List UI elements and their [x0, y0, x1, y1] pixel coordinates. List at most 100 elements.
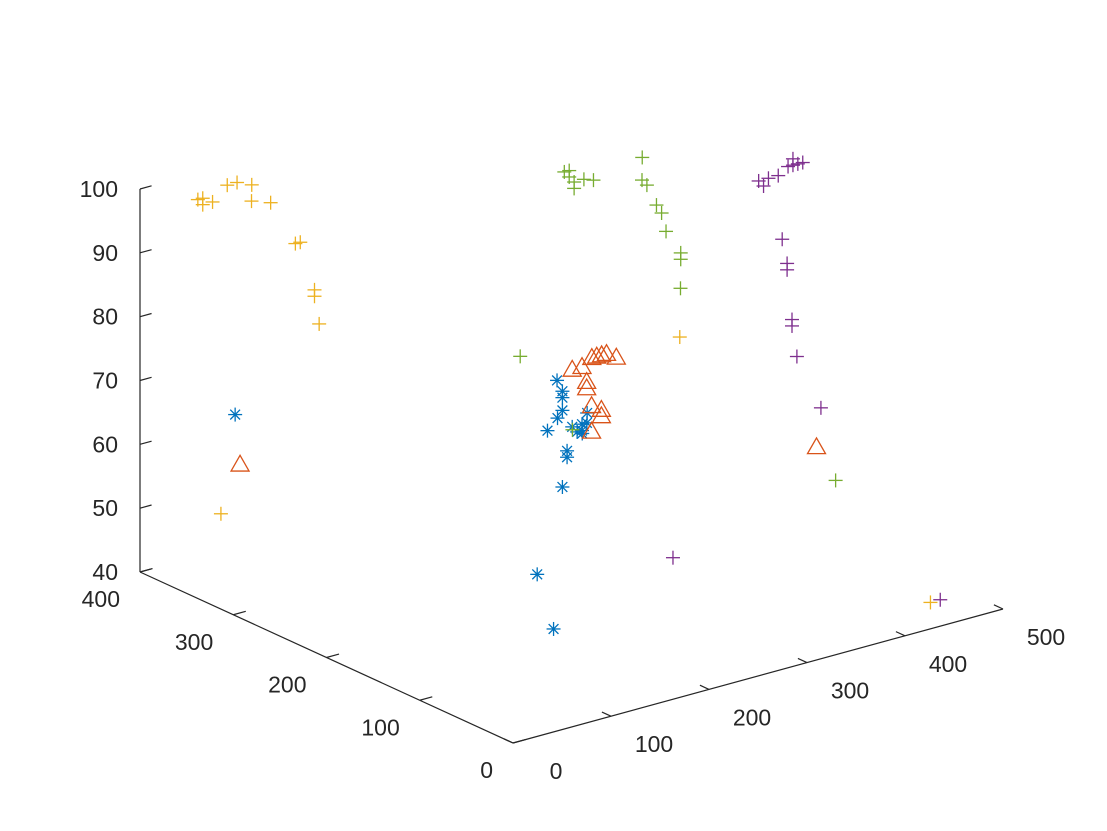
- y-tick-label: 300: [175, 629, 213, 655]
- y-tick-label: 0: [480, 757, 493, 783]
- data-point-triangle: [581, 395, 602, 414]
- data-point-plus: [933, 592, 948, 607]
- data-point-asterisk: [555, 390, 570, 405]
- data-point-asterisk: [530, 567, 545, 582]
- y-tick-label: 100: [361, 714, 399, 740]
- data-point-triangle: [576, 377, 597, 396]
- data-point-asterisk: [550, 373, 565, 388]
- z-tick-mark: [139, 504, 152, 509]
- data-point-triangle: [571, 356, 593, 375]
- data-point-asterisk: [546, 621, 561, 636]
- data-point-triangle: [576, 371, 597, 390]
- y-tick-mark: [326, 653, 340, 659]
- z-tick-label: 70: [92, 368, 118, 394]
- data-point-plus: [813, 400, 828, 415]
- z-tick-label: 80: [92, 304, 118, 330]
- x-tick-label: 500: [1027, 624, 1065, 650]
- data-point-plus: [312, 316, 327, 331]
- x-tick-label: 400: [929, 651, 967, 677]
- z-tick-mark: [139, 249, 152, 254]
- data-point-triangle: [229, 453, 251, 472]
- data-point-plus: [213, 506, 228, 521]
- data-point-plus: [789, 349, 804, 364]
- data-point-plus: [567, 181, 582, 196]
- x-tick-label: 200: [733, 704, 771, 730]
- data-point-asterisk: [555, 479, 570, 494]
- z-tick-label: 50: [92, 495, 118, 521]
- data-point-plus: [659, 224, 674, 239]
- z-tick-mark: [139, 185, 152, 190]
- data-point-plus: [576, 172, 591, 187]
- data-point-plus: [665, 550, 680, 565]
- x-tick-mark: [895, 631, 906, 637]
- z-tick-label: 40: [92, 559, 118, 585]
- data-point-plus: [565, 422, 580, 437]
- x-tick-mark: [993, 604, 1004, 610]
- data-point-asterisk: [540, 423, 555, 438]
- data-point-triangle: [581, 421, 602, 439]
- data-point-plus: [263, 195, 278, 210]
- data-point-asterisk: [550, 411, 565, 426]
- data-point-plus: [673, 252, 688, 267]
- x-tick-label: 300: [831, 678, 869, 704]
- data-point-triangle: [606, 347, 627, 365]
- data-point-plus: [761, 171, 776, 186]
- data-point-plus: [780, 256, 795, 271]
- data-point-plus: [244, 177, 259, 192]
- data-point-plus: [785, 312, 799, 327]
- data-point-plus: [756, 179, 771, 194]
- data-point-plus: [673, 281, 688, 296]
- y-tick-label: 400: [82, 586, 120, 612]
- z-tick-mark: [139, 440, 152, 445]
- data-point-plus: [672, 330, 687, 345]
- data-point-plus: [307, 282, 322, 297]
- data-point-plus: [771, 168, 786, 183]
- data-point-triangle: [591, 399, 612, 417]
- data-point-plus: [775, 232, 790, 247]
- data-point-plus: [828, 473, 843, 488]
- data-point-asterisk: [555, 403, 570, 418]
- z-tick-label: 100: [80, 176, 118, 202]
- data-point-plus: [639, 178, 654, 193]
- z-tick-mark: [139, 312, 152, 318]
- data-point-plus: [795, 155, 810, 170]
- data-point-triangle: [591, 405, 612, 424]
- z-tick-label: 90: [92, 240, 118, 266]
- x-tick-mark: [797, 657, 808, 664]
- data-point-plus: [205, 194, 220, 209]
- x-axis-line: [512, 608, 1004, 744]
- data-point-triangle: [591, 344, 612, 363]
- data-point-plus: [513, 349, 528, 364]
- data-point-asterisk: [228, 407, 243, 422]
- data-point-plus: [293, 235, 308, 250]
- tick-labels-group: 0100200300400500010020030040040506070809…: [80, 176, 1066, 784]
- axes-group: [139, 185, 1004, 744]
- x-tick-mark: [503, 738, 514, 744]
- z-tick-label: 60: [92, 431, 118, 457]
- data-point-triangle: [596, 343, 617, 362]
- data-point-plus: [654, 206, 669, 221]
- x-tick-mark: [699, 684, 710, 690]
- y-tick-mark: [233, 610, 246, 616]
- data-point-plus: [220, 178, 235, 193]
- data-marks-group: [190, 150, 948, 636]
- y-tick-label: 200: [268, 672, 306, 698]
- data-point-asterisk: [560, 450, 575, 465]
- data-point-plus: [923, 595, 938, 610]
- z-tick-mark: [139, 568, 152, 573]
- y-tick-mark: [512, 738, 526, 744]
- x-tick-label: 0: [550, 758, 563, 784]
- data-point-triangle: [806, 436, 827, 455]
- data-point-plus: [586, 173, 601, 188]
- x-tick-label: 100: [635, 731, 673, 757]
- x-tick-mark: [601, 711, 612, 717]
- data-point-plus: [230, 175, 245, 190]
- data-point-plus: [649, 198, 664, 213]
- data-point-plus: [635, 150, 650, 165]
- data-point-plus: [195, 197, 210, 212]
- z-tick-mark: [139, 376, 152, 382]
- data-point-plus: [244, 194, 259, 209]
- data-point-plus: [785, 151, 800, 166]
